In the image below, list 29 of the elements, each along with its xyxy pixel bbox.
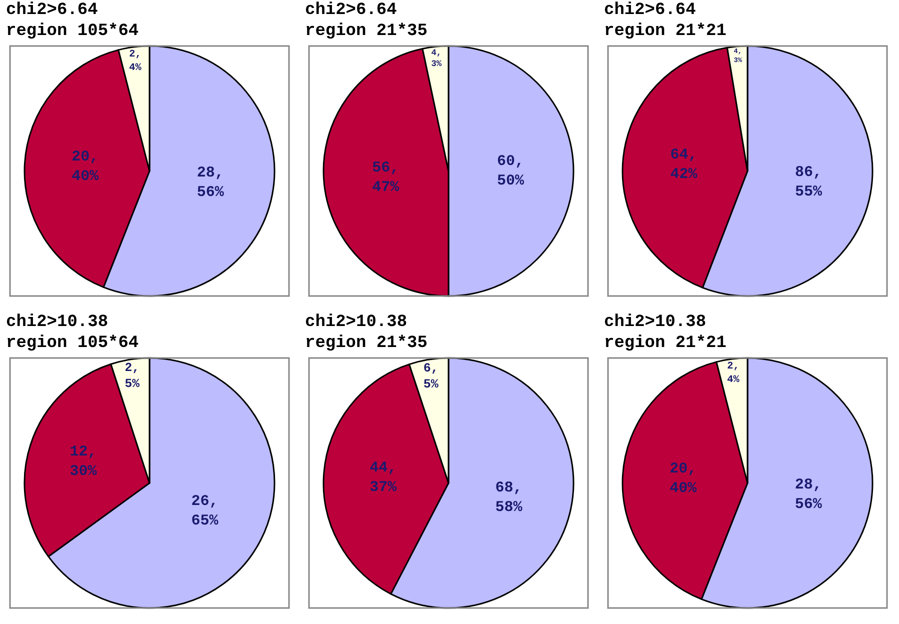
data-label: 2, 4% — [727, 362, 740, 386]
data-label: 4, 3% — [431, 48, 442, 70]
data-label: 56, 47% — [372, 159, 400, 196]
chart-subtitle: region 21*35 — [304, 21, 428, 42]
data-label: 60, 50% — [497, 152, 525, 190]
data-label: 20, 40% — [670, 460, 698, 498]
data-label: 64, 42% — [670, 146, 698, 183]
data-label: 2, 4% — [129, 50, 142, 74]
data-label: 44, 37% — [370, 460, 398, 496]
data-label: 20, 40% — [72, 148, 100, 186]
data-label: 28, 56% — [196, 164, 225, 201]
data-label: 2, 5% — [124, 361, 140, 392]
data-label: 86, 55% — [794, 164, 823, 201]
chart-title: chi2>10.38 — [304, 312, 408, 333]
chart-subtitle: region 105*64 — [5, 21, 140, 42]
data-label: 68, 58% — [495, 480, 524, 516]
chart-title: chi2>10.38 — [603, 312, 708, 333]
chart-subtitle: region 21*35 — [304, 333, 428, 354]
chart-title: chi2>6.64 — [304, 0, 398, 21]
data-label: 6, 5% — [423, 361, 439, 392]
chart-title: chi2>10.38 — [5, 312, 110, 333]
chart-title: chi2>6.64 — [603, 0, 697, 21]
chart-subtitle: region 21*21 — [603, 333, 728, 354]
chart-subtitle: region 21*21 — [603, 21, 728, 42]
chart-title: chi2>6.64 — [5, 0, 99, 21]
chart-subtitle: region 105*64 — [5, 333, 140, 354]
data-label: 12, 30% — [70, 443, 98, 480]
data-label: 28, 56% — [794, 476, 823, 513]
data-label: 26, 65% — [191, 493, 220, 530]
